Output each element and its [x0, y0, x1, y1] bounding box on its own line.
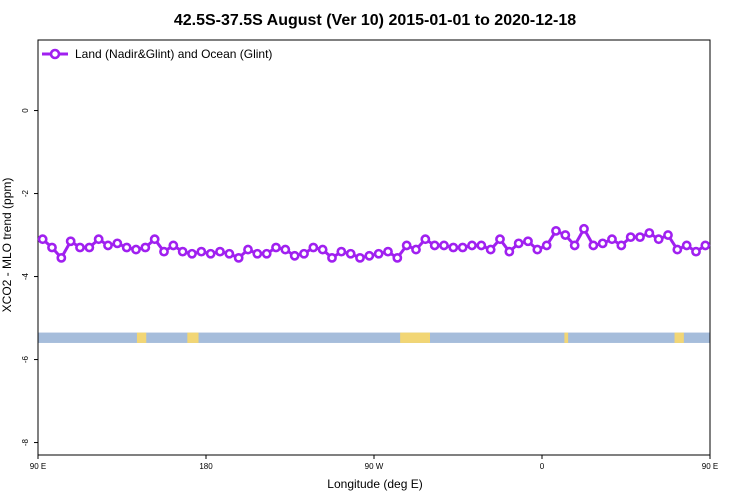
- legend-label: Land (Nadir&Glint) and Ocean (Glint): [75, 47, 272, 61]
- data-point: [411, 244, 421, 255]
- data-point: [317, 244, 328, 255]
- data-point: [569, 240, 580, 251]
- data-point: [429, 240, 440, 251]
- data-point: [364, 250, 375, 261]
- data-point: [271, 242, 281, 253]
- data-point: [112, 238, 123, 249]
- data-point: [439, 240, 449, 251]
- data-point: [448, 242, 459, 253]
- x-tick-label: 180: [199, 462, 213, 471]
- x-tick-label: 90 W: [365, 462, 384, 471]
- data-point: [476, 240, 487, 251]
- data-point: [541, 240, 552, 251]
- data-point: [336, 246, 347, 257]
- y-tick-label: 0: [21, 108, 30, 113]
- data-point: [635, 232, 645, 243]
- data-point: [644, 228, 655, 238]
- data-point: [233, 252, 244, 263]
- data-point: [607, 234, 617, 245]
- data-point: [56, 252, 67, 263]
- land-segment: [400, 332, 430, 343]
- data-point: [37, 234, 48, 245]
- data-point: [551, 225, 561, 236]
- data-point: [485, 244, 496, 255]
- data-point: [588, 240, 599, 251]
- data-point: [495, 234, 505, 245]
- data-point: [280, 244, 291, 255]
- data-point: [513, 238, 524, 249]
- land-segment: [564, 332, 569, 343]
- data-point: [560, 230, 571, 240]
- data-point: [243, 244, 253, 255]
- data-point: [597, 238, 608, 249]
- data-point: [700, 240, 711, 251]
- data-point: [392, 252, 403, 263]
- data-point: [616, 240, 627, 251]
- x-axis-label: Longitude (deg E): [327, 477, 422, 491]
- x-tick-label: 0: [540, 462, 545, 471]
- x-tick-label: 90 E: [30, 462, 46, 471]
- data-point: [308, 242, 319, 253]
- data-point: [625, 232, 636, 243]
- data-point: [121, 242, 132, 253]
- data-point: [467, 240, 477, 251]
- x-tick-label: 90 E: [702, 462, 718, 471]
- data-point: [177, 246, 188, 257]
- data-point: [196, 246, 207, 257]
- y-tick-label: -4: [21, 272, 30, 280]
- data-point: [131, 244, 141, 255]
- data-point: [457, 242, 468, 253]
- data-point: [224, 248, 235, 259]
- data-point: [93, 234, 104, 245]
- data-point: [215, 246, 225, 257]
- data-point: [205, 248, 216, 259]
- data-point: [327, 252, 337, 263]
- data-point: [532, 244, 543, 255]
- data-point: [401, 240, 412, 251]
- y-axis-label: XCO2 - MLO trend (ppm): [0, 178, 14, 313]
- land-segment: [187, 332, 199, 343]
- data-point: [299, 248, 309, 259]
- plot-area: 90 E 180 90 W 0 90 E 0 -2 -4 -6 -8 Land (Nadir&Gli…: [21, 39, 718, 471]
- data-point: [140, 242, 151, 253]
- data-point: [355, 252, 365, 263]
- data-point: [103, 240, 113, 251]
- data-point: [373, 248, 384, 259]
- data-point: [168, 240, 179, 251]
- ocean-band: [38, 332, 710, 343]
- data-point: [383, 246, 393, 257]
- data-point: [47, 242, 57, 253]
- data-point: [159, 246, 169, 257]
- data-point: [663, 230, 673, 240]
- data-point: [579, 223, 589, 234]
- data-point: [252, 248, 263, 259]
- data-point: [75, 242, 85, 253]
- data-point: [345, 248, 356, 259]
- data-point: [681, 240, 692, 251]
- land-segment: [136, 332, 147, 343]
- data-point: [149, 234, 160, 245]
- data-point: [420, 234, 431, 245]
- data-point: [289, 250, 300, 261]
- y-tick-label: -8: [21, 438, 30, 446]
- legend-marker: [49, 48, 61, 60]
- chart-title: 42.5S-37.5S August (Ver 10) 2015-01-01 t…: [174, 12, 576, 29]
- data-point: [187, 248, 197, 259]
- y-tick-label: -6: [21, 355, 30, 363]
- data-point: [261, 248, 272, 259]
- data-point: [523, 236, 533, 247]
- data-point: [653, 234, 664, 245]
- data-point: [65, 236, 76, 247]
- y-tick-label: -2: [21, 189, 30, 197]
- data-point: [672, 244, 683, 255]
- data-point: [691, 246, 701, 257]
- data-point: [504, 246, 515, 257]
- data-point: [84, 242, 95, 253]
- land-segment: [674, 332, 684, 343]
